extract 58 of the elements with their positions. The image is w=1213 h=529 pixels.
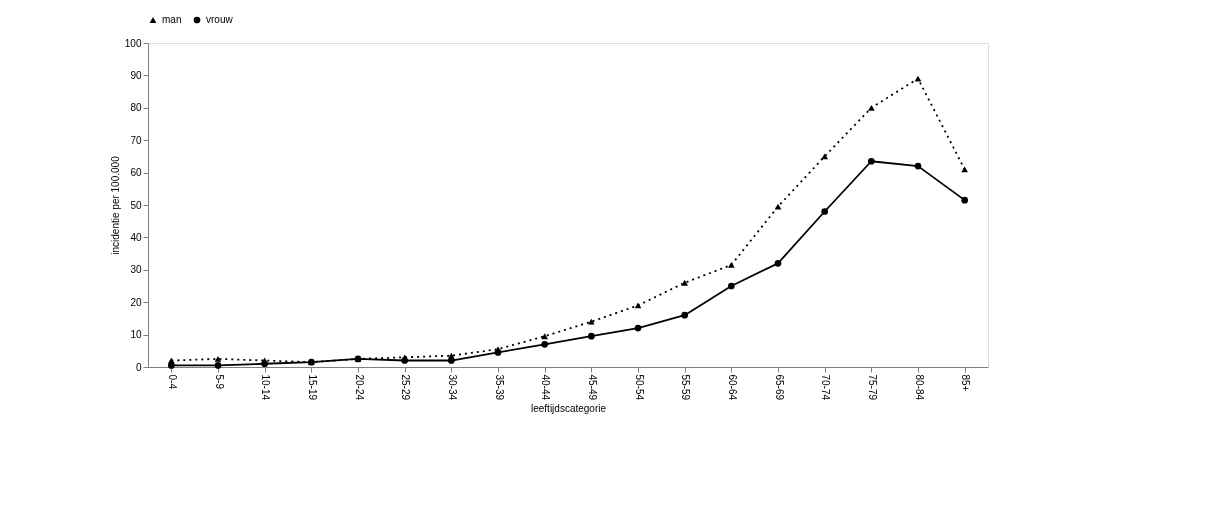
- point: [867, 157, 875, 165]
- x-tick-label: 85+: [960, 374, 972, 392]
- x-tick-label: 35-39: [493, 374, 505, 401]
- point: [867, 104, 875, 111]
- point: [261, 360, 269, 368]
- x-tick-label: 50-54: [633, 374, 645, 401]
- y-tick-label: 90: [130, 69, 142, 81]
- point: [214, 362, 222, 369]
- point: [167, 362, 175, 369]
- y-tick-label: 0: [135, 361, 142, 373]
- point: [727, 282, 735, 290]
- point: [447, 357, 455, 364]
- point: [774, 203, 782, 210]
- point: [821, 153, 829, 160]
- point: [914, 162, 922, 170]
- legend-label: vrouw: [206, 14, 234, 25]
- point: [587, 332, 595, 340]
- point: [961, 196, 969, 204]
- x-tick-label: 25-29: [400, 374, 412, 401]
- x-tick-label: 80-84: [913, 374, 925, 401]
- y-tick-label: 10: [130, 329, 142, 341]
- point: [774, 259, 782, 267]
- y-tick-label: 80: [130, 102, 142, 114]
- x-tick-label: 45-49: [586, 374, 598, 401]
- point: [681, 279, 689, 286]
- point: [587, 318, 595, 325]
- x-tick-label: 20-24: [353, 374, 365, 401]
- point: [681, 311, 689, 319]
- y-tick-label: 70: [130, 134, 142, 146]
- y-tick-label: 30: [130, 264, 142, 276]
- y-tick-label: 100: [124, 37, 142, 49]
- x-axis-title: leeftijdscategorie: [530, 403, 607, 415]
- x-tick-label: 65-69: [773, 374, 785, 401]
- point: [214, 355, 222, 362]
- x-tick-label: 75-79: [866, 374, 878, 401]
- x-tick-label: 55-59: [680, 374, 692, 401]
- y-tick-label: 40: [130, 231, 142, 243]
- point: [727, 262, 735, 268]
- point: [961, 166, 969, 173]
- x-tick-label: 30-34: [446, 374, 458, 401]
- point: [541, 340, 549, 348]
- point: [634, 324, 642, 332]
- point: [634, 302, 642, 309]
- x-tick-label: 10-14: [260, 374, 272, 401]
- x-tick-label: 40-44: [540, 374, 552, 401]
- x-tick-label: 5-9: [213, 374, 225, 390]
- y-tick-label: 60: [130, 167, 142, 179]
- y-tick-label: 50: [130, 199, 142, 211]
- point: [821, 208, 829, 215]
- x-tick-label: 15-19: [306, 374, 318, 401]
- y-axis-title: incidentie per 100.000: [109, 155, 121, 255]
- point: [541, 333, 549, 340]
- point: [914, 75, 922, 82]
- x-tick-label: 0-4: [166, 374, 178, 390]
- x-tick-label: 60-64: [726, 374, 738, 401]
- x-tick-label: 70-74: [820, 374, 832, 401]
- legend-label: man: [162, 14, 182, 25]
- y-tick-label: 20: [130, 296, 142, 308]
